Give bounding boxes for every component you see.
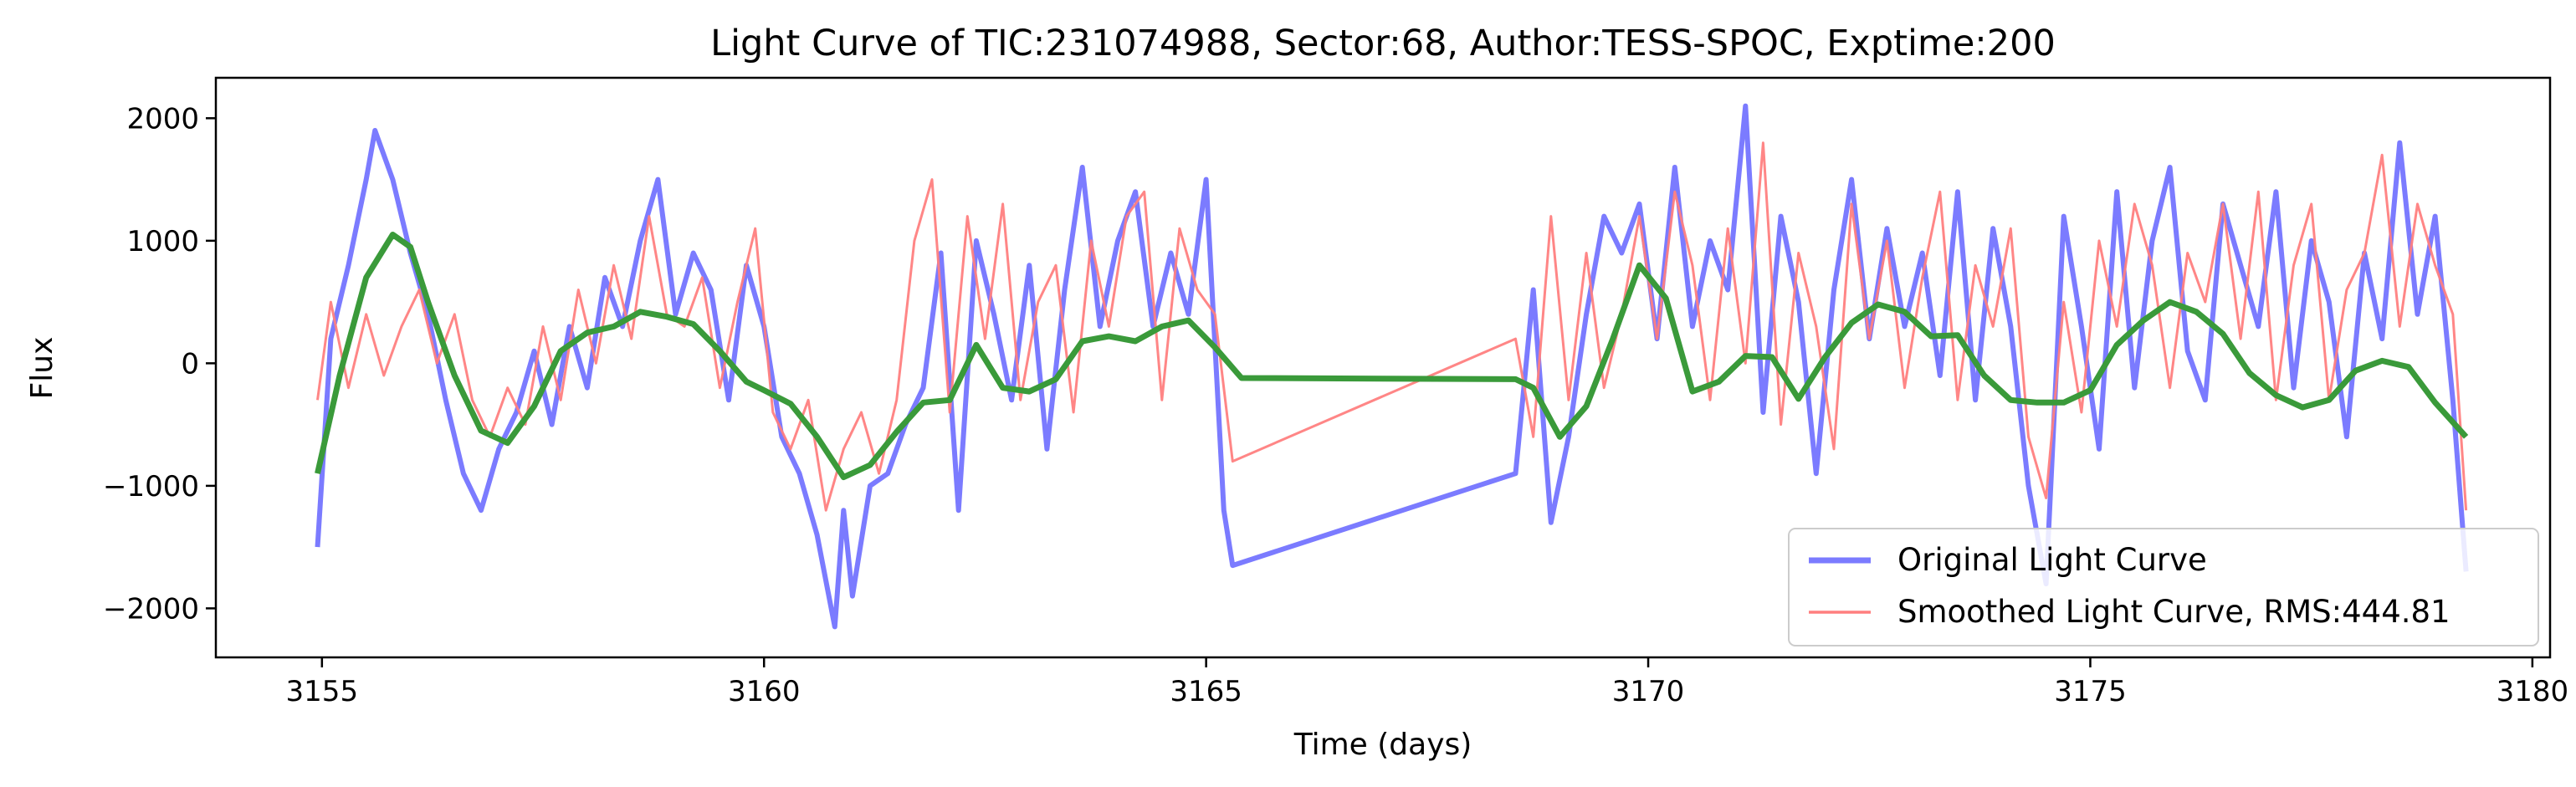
x-tick-label: 3160 <box>728 675 801 708</box>
y-axis: −2000 −1000 0 1000 2000 <box>103 102 216 626</box>
x-axis: 3155 3160 3165 3170 3175 3180 <box>286 657 2569 708</box>
series-layer <box>315 103 2469 630</box>
x-axis-label: Time (days) <box>1293 728 1472 762</box>
chart-title: Light Curve of TIC:231074988, Sector:68,… <box>710 23 2056 64</box>
y-axis-label: Flux <box>25 337 59 400</box>
x-tick-label: 3155 <box>286 675 359 708</box>
legend-box <box>1788 528 2539 646</box>
x-tick-label: 3180 <box>2497 675 2569 708</box>
y-tick-label: 2000 <box>126 102 199 135</box>
series-smoothed-line <box>316 141 2468 512</box>
legend-original-label: Original Light Curve <box>1897 542 2207 578</box>
series-trend-line <box>315 232 2469 481</box>
y-tick-label: −1000 <box>103 470 199 503</box>
legend: Original Light Curve Smoothed Light Curv… <box>1788 528 2539 646</box>
x-tick-label: 3170 <box>1612 675 1685 708</box>
y-tick-label: −2000 <box>103 592 199 626</box>
legend-smoothed-label: Smoothed Light Curve, RMS:444.81 <box>1897 594 2451 630</box>
y-tick-label: 1000 <box>126 225 199 258</box>
x-tick-label: 3165 <box>1170 675 1242 708</box>
y-tick-label: 0 <box>181 347 199 381</box>
x-tick-label: 3175 <box>2054 675 2127 708</box>
plot-frame <box>214 76 2552 659</box>
